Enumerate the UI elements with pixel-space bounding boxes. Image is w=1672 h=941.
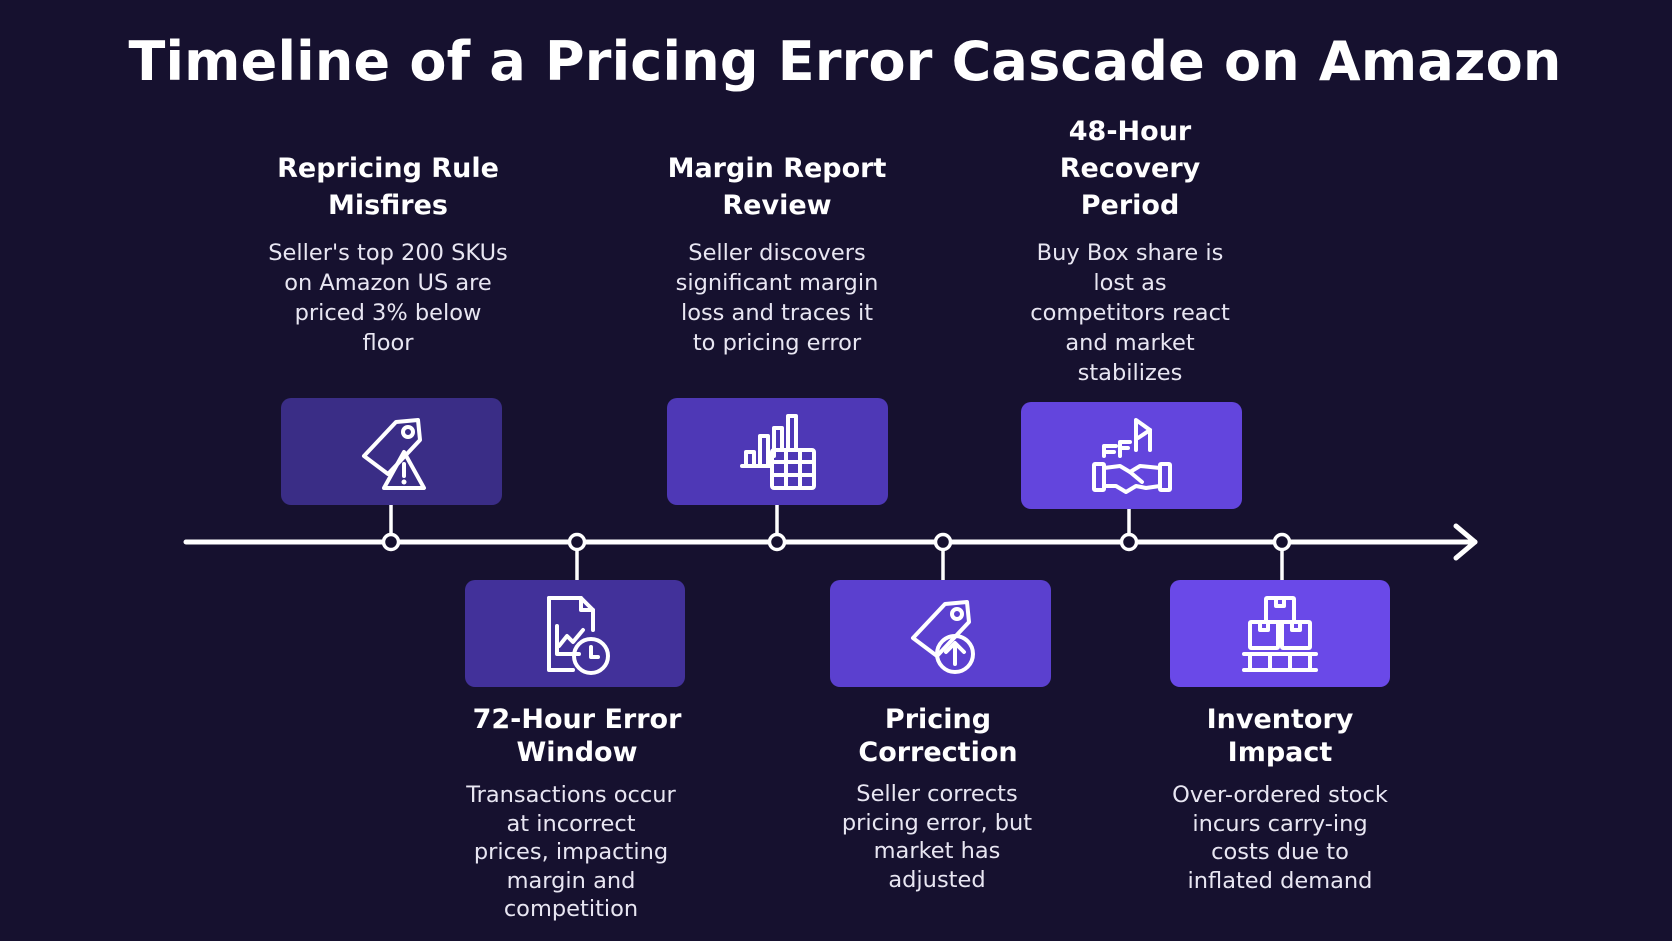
event-icon-box — [1021, 402, 1242, 509]
page-title: Timeline of a Pricing Error Cascade on A… — [128, 30, 1562, 93]
node-3 — [767, 532, 787, 552]
node-2 — [567, 532, 587, 552]
event-description: Transactions occur at incorrect prices, … — [466, 782, 676, 922]
event-title: Inventory Impact — [1206, 704, 1354, 768]
timeline-arrowhead — [1453, 523, 1478, 561]
node-6 — [1272, 532, 1292, 552]
event-icon-box — [1170, 580, 1390, 687]
boxes-pallet-icon — [1242, 595, 1318, 672]
document-chart-clock-icon — [547, 595, 610, 675]
event-description: Seller's top 200 SKUs on Amazon US are p… — [268, 240, 508, 356]
price-tag-up-arrow-icon — [910, 599, 975, 674]
event-title: 72-Hour Error Window — [472, 704, 682, 768]
price-tag-warning-icon — [361, 417, 426, 490]
event-title: 48-Hour Recovery Period — [1059, 116, 1201, 221]
event-icon-box — [281, 398, 502, 505]
event-description: Buy Box share is lost as competitors rea… — [1030, 240, 1230, 386]
node-4 — [933, 532, 953, 552]
event-description: Over-ordered stock incurs carry-ing cost… — [1172, 782, 1388, 894]
event-title: Repricing Rule Misfires — [277, 153, 499, 221]
event-description: Seller discovers significant margin loss… — [675, 240, 879, 356]
event-title: Margin Report Review — [667, 153, 887, 221]
event-icon-box — [830, 580, 1051, 687]
node-5 — [1119, 532, 1139, 552]
handshake-flag-icon — [1091, 417, 1172, 494]
event-description: Seller corrects pricing error, but marke… — [841, 781, 1033, 893]
node-1 — [381, 532, 401, 552]
event-icon-box — [667, 398, 888, 505]
event-icon-box — [465, 580, 685, 687]
bar-chart-table-icon — [739, 413, 816, 490]
event-title: Pricing Correction — [858, 704, 1018, 768]
